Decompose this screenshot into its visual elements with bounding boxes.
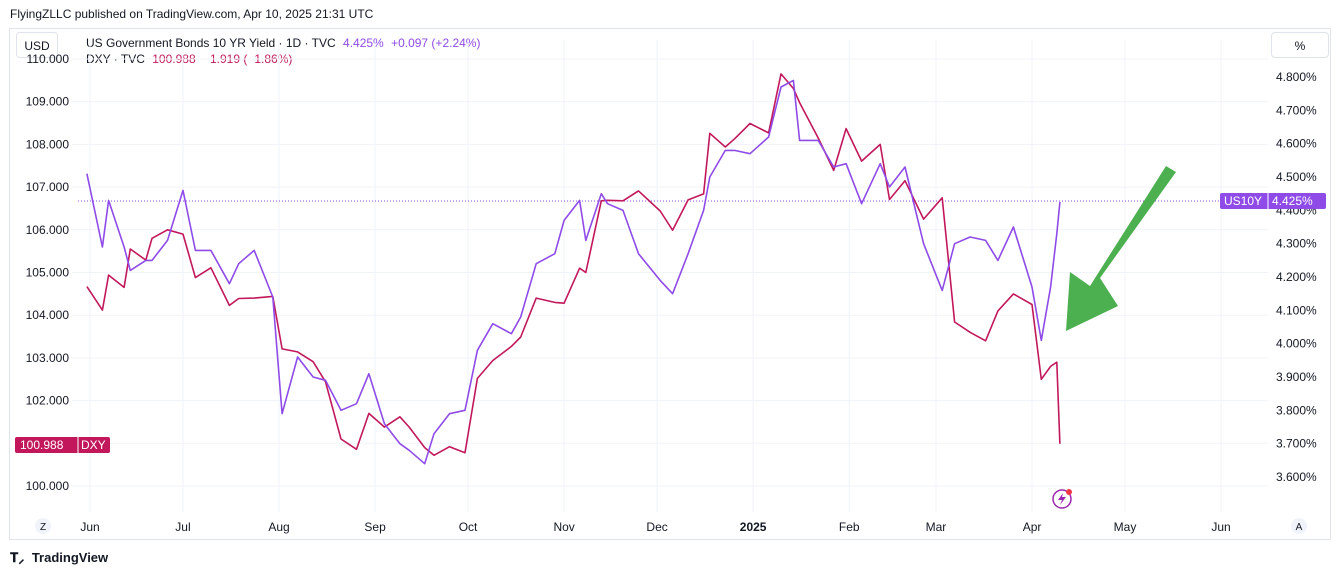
us10y-tag-ticker: US10Y: [1224, 194, 1262, 208]
time-tick-label: Aug: [268, 520, 289, 534]
chart-frame: [9, 28, 1331, 540]
dxy-tag-ticker: DXY: [81, 438, 106, 452]
legend-us10y-last: 4.425%: [343, 36, 384, 50]
left-axis: 100.000101.000102.000103.000104.000105.0…: [26, 52, 70, 493]
dxy-price-tag: 100.988 DXY: [15, 437, 110, 453]
us10y-line: [86, 79, 1061, 465]
time-tick-label: Jul: [175, 520, 190, 534]
left-tick-label: 100.000: [26, 479, 70, 493]
time-tick-label: Dec: [646, 520, 667, 534]
svg-text:Z: Z: [40, 522, 46, 533]
right-tick-label: 3.900%: [1276, 370, 1317, 384]
time-tick-label: Nov: [553, 520, 574, 534]
chart-legend: US Government Bonds 10 YR Yield · 1D · T…: [86, 35, 480, 67]
left-tick-label: 106.000: [26, 223, 70, 237]
right-tick-label: 3.800%: [1276, 403, 1317, 417]
right-tick-label: 4.500%: [1276, 170, 1317, 184]
dxy-tag-value: 100.988: [20, 438, 64, 452]
right-tick-label: 3.600%: [1276, 470, 1317, 484]
trend-arrow: [1066, 166, 1176, 331]
legend-row-us10y[interactable]: US Government Bonds 10 YR Yield · 1D · T…: [86, 35, 480, 51]
right-tick-label: 4.100%: [1276, 303, 1317, 317]
time-tick-label: Mar: [926, 520, 947, 534]
z-button[interactable]: Z: [35, 518, 51, 534]
time-tick-label: Apr: [1023, 520, 1042, 534]
left-tick-label: 104.000: [26, 308, 70, 322]
footer-brand-name: TradingView: [31, 550, 109, 565]
percent-scale-button[interactable]: %: [1271, 32, 1329, 58]
time-tick-label: May: [1114, 520, 1137, 534]
time-tick-label: Jun: [80, 520, 99, 534]
right-tick-label: 4.300%: [1276, 237, 1317, 251]
auto-scale-button[interactable]: A: [1291, 518, 1307, 534]
left-tick-label: 108.000: [26, 137, 70, 151]
right-tick-label: 4.000%: [1276, 337, 1317, 351]
time-tick-label: Sep: [364, 520, 386, 534]
time-tick-label: Oct: [459, 520, 478, 534]
publisher-caption: FlyingZLLC published on TradingView.com,…: [10, 7, 374, 21]
right-tick-label: 4.600%: [1276, 137, 1317, 151]
right-tick-label: 4.700%: [1276, 103, 1317, 117]
left-tick-label: 110.000: [27, 52, 70, 66]
left-tick-label: 107.000: [26, 180, 70, 194]
legend-us10y-change: +0.097 (+2.24%): [391, 36, 481, 50]
us10y-tag-value: 4.425%: [1272, 194, 1313, 208]
right-tick-label: 4.200%: [1276, 270, 1317, 284]
footer-brand: 𝐓⸝ TradingView: [10, 550, 108, 566]
currency-button[interactable]: USD: [16, 32, 58, 58]
right-tick-label: 3.700%: [1276, 437, 1317, 451]
time-axis: Jun Jul Aug Sep Oct Nov Dec 2025 Feb Mar Apr May Jun: [80, 520, 1230, 534]
svg-text:A: A: [1296, 522, 1303, 533]
left-tick-label: 102.000: [26, 394, 70, 408]
time-tick-label: 2025: [740, 520, 767, 534]
series-lines: [86, 73, 1061, 465]
time-tick-label: Feb: [839, 520, 860, 534]
right-tick-label: 4.800%: [1276, 70, 1317, 84]
tradingview-logo-icon: 𝐓⸝: [10, 550, 25, 565]
grid-lines: [72, 40, 1268, 512]
dxy-line: [86, 73, 1061, 457]
us10y-price-tag: US10Y 4.425%: [1220, 193, 1326, 209]
time-tick-label: Jun: [1211, 520, 1230, 534]
left-tick-label: 103.000: [26, 351, 70, 365]
left-tick-label: 109.000: [26, 95, 70, 109]
left-tick-label: 105.000: [26, 266, 70, 280]
flash-icon[interactable]: [1052, 489, 1072, 509]
right-axis: 3.600% 3.700% 3.800% 3.900% 4.000% 4.100% 4.20…: [1276, 70, 1317, 484]
legend-us10y-name: US Government Bonds 10 YR Yield · 1D · T…: [86, 36, 336, 50]
